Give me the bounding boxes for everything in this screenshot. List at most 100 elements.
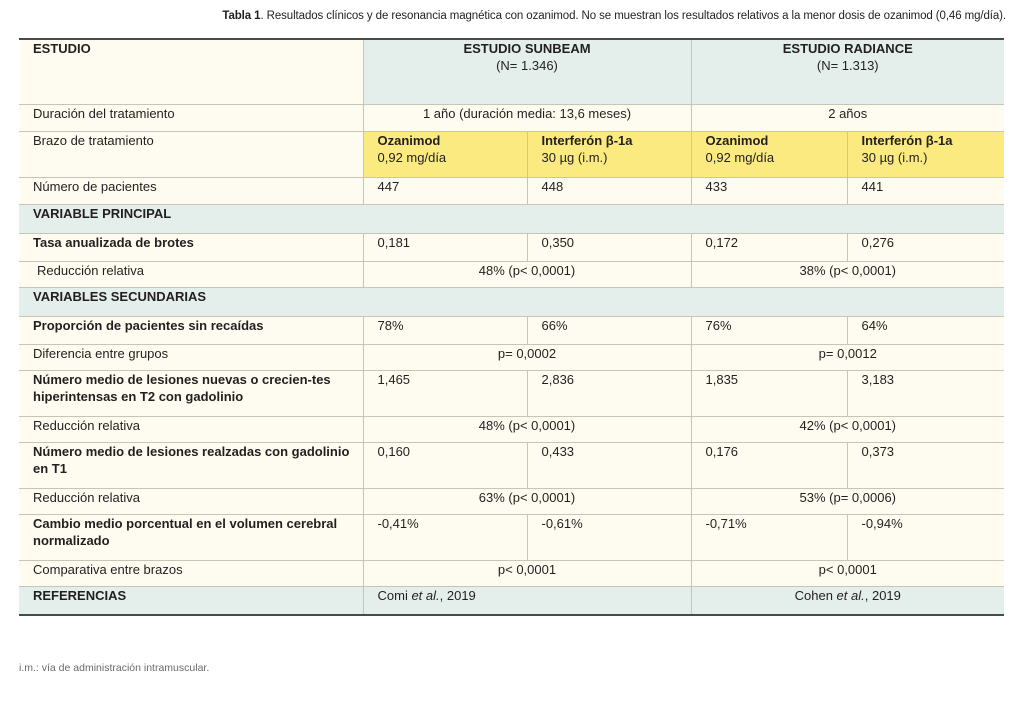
section-secondary-row: VARIABLES SECUNDARIAS [19,287,1005,317]
header-radiance: ESTUDIO RADIANCE (N= 1.313) [691,38,1005,105]
t1-row: Número medio de lesiones realzadas con g… [19,442,1005,489]
ref-etal: et al. [836,588,865,603]
duration-label: Duración del tratamiento [19,104,364,132]
patients-row: Número de pacientes 447 448 433 441 [19,177,1005,205]
arm-cell: Interferón β-1a 30 µg (i.m.) [527,131,692,178]
arr-value: 0,276 [847,233,1005,262]
t2-value: 1,465 [363,370,528,417]
arm-cell: Interferón β-1a 30 µg (i.m.) [847,131,1005,178]
brain-volume-value: -0,94% [847,514,1005,561]
footnote: i.m.: vía de administración intramuscula… [19,662,210,674]
arr-sub-row: Reducción relativa 48% (p< 0,0001) 38% (… [19,261,1005,288]
sunbeam-n: (N= 1.346) [496,58,558,73]
t2-sub-sunbeam: 48% (p< 0,0001) [363,416,692,443]
duration-radiance: 2 años [691,104,1005,132]
patients-value: 433 [691,177,848,205]
t1-label: Número medio de lesiones realzadas con g… [19,442,364,489]
t1-sub-radiance: 53% (p= 0,0006) [691,488,1005,515]
ref-etal: et al. [411,588,440,603]
arr-value: 0,172 [691,233,848,262]
duration-row: Duración del tratamiento 1 año (duración… [19,104,1005,132]
brain-volume-value: -0,41% [363,514,528,561]
relapse-free-value: 64% [847,316,1005,345]
sunbeam-title: ESTUDIO SUNBEAM [463,41,591,56]
t2-sub-label: Reducción relativa [19,416,364,443]
arms-label: Brazo de tratamiento [19,131,364,178]
t1-sub-sunbeam: 63% (p< 0,0001) [363,488,692,515]
t2-row: Número medio de lesiones nuevas o crecie… [19,370,1005,417]
header-sunbeam: ESTUDIO SUNBEAM (N= 1.346) [363,38,692,105]
arm-dose: 30 µg (i.m.) [861,150,928,165]
header-row: ESTUDIO ESTUDIO SUNBEAM (N= 1.346) ESTUD… [19,38,1005,105]
radiance-title: ESTUDIO RADIANCE [782,41,913,56]
references-row: REFERENCIAS Comi et al., 2019 Cohen et a… [19,586,1005,616]
section-primary: VARIABLE PRINCIPAL [19,204,1005,234]
relapse-free-sub-radiance: p= 0,0012 [691,344,1005,371]
t1-sub-label: Reducción relativa [19,488,364,515]
relapse-free-sub-row: Diferencia entre grupos p= 0,0002 p= 0,0… [19,344,1005,371]
arm-name: Ozanimod [705,133,769,148]
arr-label: Tasa anualizada de brotes [19,233,364,262]
arr-value: 0,181 [363,233,528,262]
arm-dose: 30 µg (i.m.) [541,150,608,165]
arms-row: Brazo de tratamiento Ozanimod 0,92 mg/día… [19,131,1005,178]
t2-value: 3,183 [847,370,1005,417]
t1-value: 0,373 [847,442,1005,489]
caption-text: . Resultados clínicos y de resonancia ma… [260,10,1006,22]
arr-sub-label: Reducción relativa [19,261,364,288]
relapse-free-sub-sunbeam: p= 0,0002 [363,344,692,371]
header-estudio: ESTUDIO [19,38,364,105]
relapse-free-value: 78% [363,316,528,345]
arm-cell: Ozanimod 0,92 mg/día [363,131,528,178]
t1-value: 0,176 [691,442,848,489]
brain-volume-value: -0,71% [691,514,848,561]
arr-sub-radiance: 38% (p< 0,0001) [691,261,1005,288]
t2-sub-radiance: 42% (p< 0,0001) [691,416,1005,443]
brain-volume-row: Cambio medio porcentual en el volumen ce… [19,514,1005,561]
brain-volume-sub-label: Comparativa entre brazos [19,560,364,587]
arm-dose: 0,92 mg/día [705,150,775,165]
arr-row: Tasa anualizada de brotes 0,181 0,350 0,… [19,233,1005,262]
arm-name: Interferón β-1a [861,133,953,148]
arm-cell: Ozanimod 0,92 mg/día [691,131,848,178]
caption-label: Tabla 1 [222,10,261,22]
patients-value: 447 [363,177,528,205]
section-secondary: VARIABLES SECUNDARIAS [19,287,1005,317]
brain-volume-sub-sunbeam: p< 0,0001 [363,560,692,587]
arr-sub-sunbeam: 48% (p< 0,0001) [363,261,692,288]
results-table: ESTUDIO ESTUDIO SUNBEAM (N= 1.346) ESTUD… [19,38,1005,616]
t2-value: 1,835 [691,370,848,417]
arm-name: Ozanimod [377,133,441,148]
brain-volume-sub-row: Comparativa entre brazos p< 0,0001 p< 0,… [19,560,1005,587]
ref-author: Comi [377,588,412,603]
t1-sub-row: Reducción relativa 63% (p< 0,0001) 53% (… [19,488,1005,515]
relapse-free-label: Proporción de pacientes sin recaídas [19,316,364,345]
patients-value: 441 [847,177,1005,205]
ref-year: , 2019 [439,588,476,603]
relapse-free-sub-label: Diferencia entre grupos [19,344,364,371]
arm-dose: 0,92 mg/día [377,150,447,165]
t2-label: Número medio de lesiones nuevas o crecie… [19,370,364,417]
reference-sunbeam: Comi et al., 2019 [363,586,692,616]
arm-name: Interferón β-1a [541,133,633,148]
relapse-free-value: 66% [527,316,692,345]
section-primary-row: VARIABLE PRINCIPAL [19,204,1005,234]
relapse-free-row: Proporción de pacientes sin recaídas 78%… [19,316,1005,345]
brain-volume-sub-radiance: p< 0,0001 [691,560,1005,587]
t1-value: 0,433 [527,442,692,489]
brain-volume-label: Cambio medio porcentual en el volumen ce… [19,514,364,561]
ref-year: , 2019 [864,588,901,603]
t2-sub-row: Reducción relativa 48% (p< 0,0001) 42% (… [19,416,1005,443]
patients-value: 448 [527,177,692,205]
ref-author: Cohen [794,588,837,603]
brain-volume-value: -0,61% [527,514,692,561]
reference-radiance: Cohen et al., 2019 [691,586,1005,616]
arr-value: 0,350 [527,233,692,262]
t2-value: 2,836 [527,370,692,417]
patients-label: Número de pacientes [19,177,364,205]
duration-sunbeam: 1 año (duración media: 13,6 meses) [363,104,692,132]
references-label: REFERENCIAS [19,586,364,616]
t1-value: 0,160 [363,442,528,489]
relapse-free-value: 76% [691,316,848,345]
radiance-n: (N= 1.313) [816,58,879,73]
